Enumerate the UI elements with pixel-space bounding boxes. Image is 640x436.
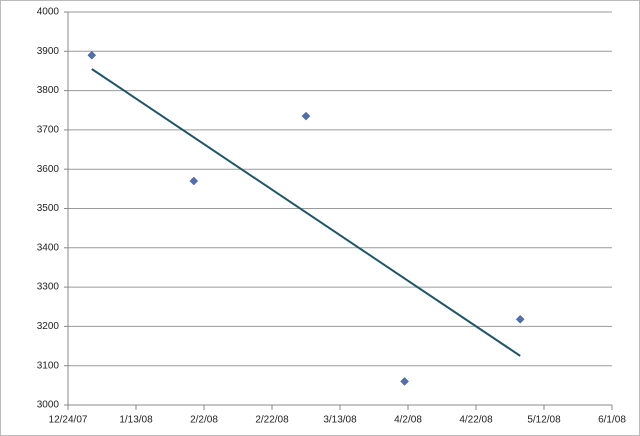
data-point [301, 111, 311, 121]
data-point [400, 377, 409, 386]
y-tick-label: 3800 [37, 85, 60, 96]
y-tick-label: 3000 [37, 400, 60, 411]
x-tick-label: 5/12/08 [527, 415, 561, 426]
data-point [515, 314, 525, 324]
trendline [91, 68, 521, 357]
y-tick-label: 3300 [37, 282, 60, 293]
y-tick-label: 3900 [37, 46, 60, 57]
data-point [87, 50, 97, 60]
y-tick-label: 3600 [37, 164, 60, 175]
y-tick-label: 4000 [37, 7, 60, 18]
y-tick-label: 3100 [37, 360, 60, 371]
x-tick-label: 6/1/08 [598, 415, 626, 426]
x-tick-label: 2/2/08 [190, 415, 218, 426]
x-tick-label: 1/13/08 [119, 415, 153, 426]
x-tick-label: 12/24/07 [49, 415, 88, 426]
data-point [189, 176, 199, 186]
x-tick-label: 2/22/08 [255, 415, 289, 426]
x-tick-label: 4/2/08 [394, 415, 422, 426]
y-tick-label: 3700 [37, 125, 60, 136]
y-tick-label: 3400 [37, 242, 60, 253]
x-tick-label: 4/22/08 [459, 415, 493, 426]
x-tick-label: 3/13/08 [323, 415, 357, 426]
y-tick-label: 3200 [37, 321, 60, 332]
y-tick-label: 3500 [37, 203, 60, 214]
